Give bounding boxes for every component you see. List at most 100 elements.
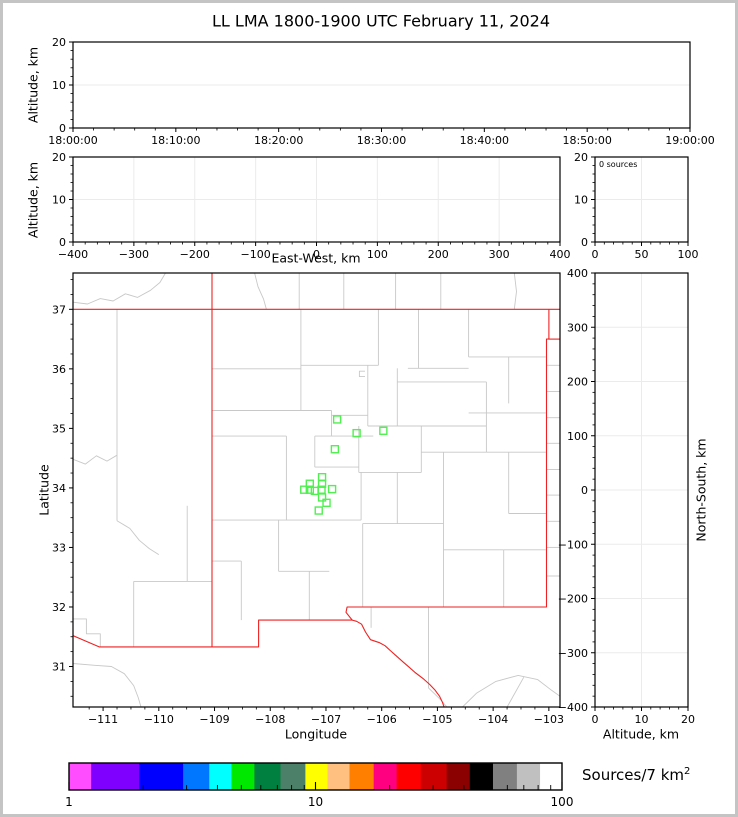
lma-station-marker xyxy=(317,479,327,488)
colorbar-label-text: Sources/7 km xyxy=(582,766,684,784)
county-border-line xyxy=(73,663,142,707)
tick-label: 200 xyxy=(428,248,449,261)
colorbar-segment xyxy=(139,763,184,790)
tick-label: −105 xyxy=(422,713,452,726)
lma-station-marker xyxy=(327,484,337,494)
tick-label: 18:50:00 xyxy=(562,134,611,147)
tick-label: 18:20:00 xyxy=(254,134,303,147)
tick-label: 0 xyxy=(592,713,599,726)
tick-label: 19:00:00 xyxy=(665,134,714,147)
lma-station-marker xyxy=(379,426,388,435)
tick-label: 100 xyxy=(551,795,574,809)
tick-label: 33 xyxy=(52,541,66,554)
county-border-line xyxy=(358,370,365,378)
county-border-line xyxy=(428,607,448,707)
colorbar-segment xyxy=(209,763,232,790)
lma-station-marker xyxy=(317,485,326,494)
tick-label: −300 xyxy=(558,647,588,660)
county-border-line xyxy=(116,520,160,555)
tick-label: −110 xyxy=(144,713,174,726)
panel-time-height: 18:00:00 18:10:00 18:20:00 18:30:00 18:40:00… xyxy=(48,36,714,147)
tick-label: −108 xyxy=(255,713,285,726)
colorbar-segment xyxy=(373,763,398,790)
colorbar: 1 10 100 xyxy=(65,762,574,809)
tick-label: 18:30:00 xyxy=(357,134,406,147)
colorbar-segment xyxy=(254,763,281,790)
tick-label: −400 xyxy=(558,701,588,714)
lma-station-marker xyxy=(322,498,331,507)
tick-label: 10 xyxy=(308,795,323,809)
lma-station-marker xyxy=(330,445,340,454)
colorbar-segment xyxy=(69,763,92,790)
tick-label: 34 xyxy=(52,482,66,495)
colorbar-segment xyxy=(305,763,329,790)
tick-label: 37 xyxy=(52,303,66,316)
county-border-line xyxy=(73,273,166,305)
tick-label: −109 xyxy=(199,713,229,726)
colorbar-segment xyxy=(420,763,448,790)
tick-label: 0 xyxy=(581,484,588,497)
tick-label: 20 xyxy=(574,151,588,164)
colorbar-segment xyxy=(231,763,255,790)
sources-count-annotation: 0 sources xyxy=(599,160,638,169)
tick-label: 32 xyxy=(52,601,66,614)
y-axis-label-altitude-mid: Altitude, km xyxy=(25,161,41,239)
panel-ns-height: 0 10 20 400 300 200 100 0 −100 −200 −300 −400 xyxy=(558,267,695,726)
county-border-line xyxy=(73,454,118,465)
lma-station-marker xyxy=(305,485,315,494)
panel-ew-height: −400 −300 −200 −100 0 100 200 300 400 0 10 20 xyxy=(52,151,571,261)
colorbar-segment xyxy=(469,763,494,790)
tick-label: 10 xyxy=(52,194,66,207)
tick-label: 300 xyxy=(567,321,588,334)
tick-label: 10 xyxy=(635,713,649,726)
colorbar-segment xyxy=(492,763,518,790)
colorbar-label-superscript: 2 xyxy=(684,766,691,777)
tick-label: 100 xyxy=(678,248,699,261)
colorbar-segment xyxy=(280,763,306,790)
tick-label: 18:00:00 xyxy=(48,134,97,147)
x-axis-label-altitude-bottom: Altitude, km xyxy=(602,726,680,742)
county-border-line xyxy=(73,618,101,647)
tick-label: 300 xyxy=(489,248,510,261)
tick-label: −400 xyxy=(58,248,88,261)
panel-plan-view-map: −111 −110 −109 −108 −107 −106 −105 −104 −103 31 32… xyxy=(52,272,564,726)
tick-label: −100 xyxy=(241,248,271,261)
y-axis-label-north-south: North-South, km xyxy=(693,438,709,542)
tick-label: 100 xyxy=(567,430,588,443)
tick-label: 50 xyxy=(635,248,649,261)
tick-label: 0 xyxy=(59,236,66,249)
tick-label: −200 xyxy=(180,248,210,261)
lma-station-marker xyxy=(352,428,361,438)
tick-label: 1 xyxy=(65,795,73,809)
tick-label: 20 xyxy=(681,713,695,726)
tick-label: −111 xyxy=(88,713,118,726)
tick-label: −200 xyxy=(558,593,588,606)
tick-label: 18:40:00 xyxy=(460,134,509,147)
tick-label: 20 xyxy=(52,36,66,49)
state-border-line xyxy=(352,619,445,707)
tick-label: 200 xyxy=(567,376,588,389)
tick-label: −300 xyxy=(119,248,149,261)
colorbar-segment xyxy=(396,763,422,790)
panel-source-histogram: 0 50 100 0 10 20 xyxy=(574,151,699,261)
tick-label: 10 xyxy=(52,79,66,92)
lma-station-marker xyxy=(332,415,342,424)
colorbar-segment xyxy=(516,763,541,790)
tick-label: 0 xyxy=(59,122,66,135)
colorbar-label: Sources/7 km2 xyxy=(582,766,690,784)
colorbar-segment xyxy=(446,763,471,790)
lma-station-marker xyxy=(305,479,315,488)
tick-label: 0 xyxy=(313,248,320,261)
colorbar-segment xyxy=(349,763,375,790)
colorbar-segment xyxy=(183,763,210,790)
tick-label: 20 xyxy=(52,151,66,164)
tick-label: 400 xyxy=(567,267,588,280)
county-border-line xyxy=(506,676,525,707)
tick-label: −107 xyxy=(311,713,341,726)
state-border-line xyxy=(73,309,550,648)
tick-label: 31 xyxy=(52,661,66,674)
plot-title: LL LMA 1800-1900 UTC February 11, 2024 xyxy=(212,11,550,31)
map-layers xyxy=(73,273,560,707)
panel-frame xyxy=(72,272,561,708)
